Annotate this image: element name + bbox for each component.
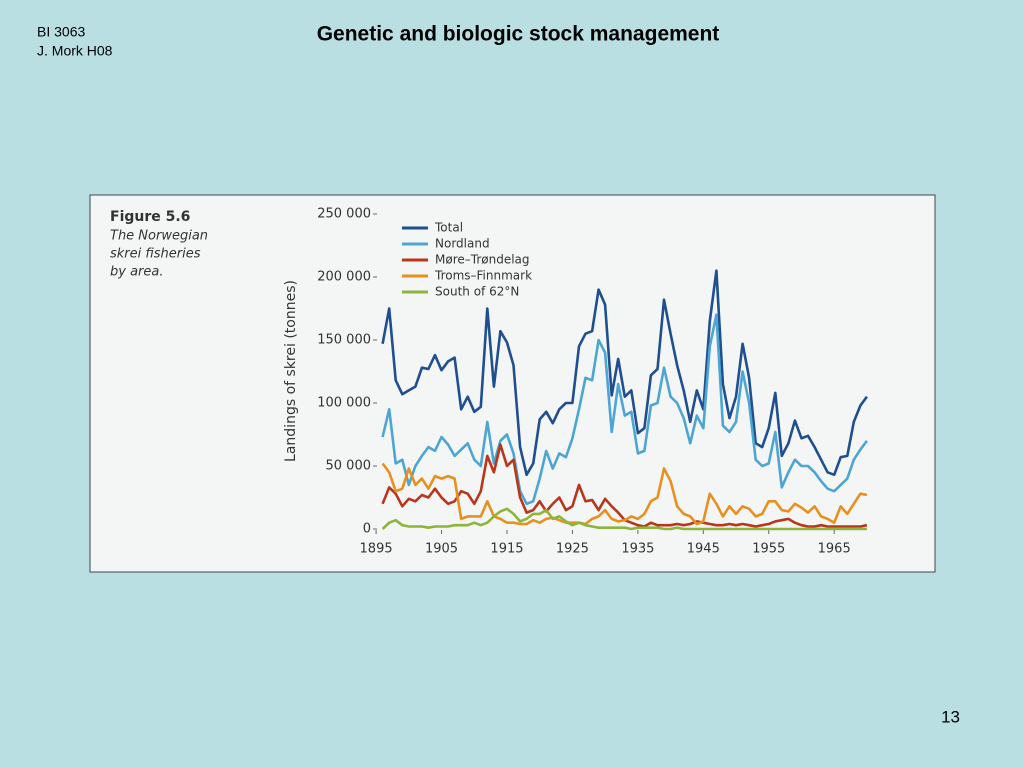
legend-label: South of 62°N xyxy=(435,285,519,299)
x-tick-label: 1945 xyxy=(687,542,720,557)
caption-line: by area. xyxy=(110,265,164,280)
y-tick-label: 100 000 xyxy=(317,396,371,411)
y-tick-label: 150 000 xyxy=(317,333,371,348)
series-line xyxy=(381,269,868,477)
x-tick-label: 1895 xyxy=(360,542,393,557)
x-tick-label: 1925 xyxy=(556,542,589,557)
caption-line: The Norwegian xyxy=(110,229,208,244)
x-tick-label: 1935 xyxy=(621,542,654,557)
series-line xyxy=(381,313,868,506)
legend-label: Troms–Finnmark xyxy=(434,269,532,283)
caption-line: skrei fisheries xyxy=(110,247,201,262)
x-tick-label: 1915 xyxy=(490,542,523,557)
course-code: BI 3063 xyxy=(37,24,85,40)
legend-label: Nordland xyxy=(435,237,490,251)
series-line xyxy=(381,507,867,531)
y-tick-label: 250 000 xyxy=(317,207,371,222)
page-number: 13 xyxy=(941,707,960,726)
x-tick-label: 1965 xyxy=(818,542,851,557)
y-axis-label: Landings of skrei (tonnes) xyxy=(283,280,299,462)
y-tick-label: 0 xyxy=(363,522,371,537)
y-tick-label: 200 000 xyxy=(317,270,371,285)
y-tick-label: 50 000 xyxy=(326,459,372,474)
figure-label: Figure 5.6 xyxy=(110,209,190,225)
author: J. Mork H08 xyxy=(37,43,113,59)
x-tick-label: 1955 xyxy=(752,542,785,557)
legend-label: Total xyxy=(434,221,463,235)
series-line xyxy=(381,462,868,526)
x-tick-label: 1905 xyxy=(425,542,458,557)
legend-label: Møre–Trøndelag xyxy=(435,253,530,267)
slide-title: Genetic and biologic stock management xyxy=(317,23,720,46)
figure: Figure 5.6 The Norwegian skrei fisheries… xyxy=(110,207,868,557)
figure-box xyxy=(89,194,936,573)
